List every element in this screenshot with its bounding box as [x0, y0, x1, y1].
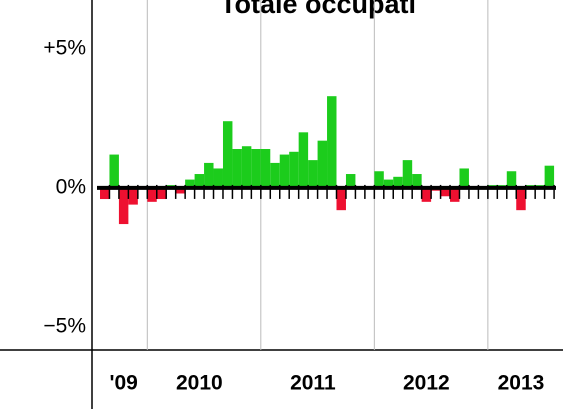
bar	[194, 174, 205, 188]
bar	[128, 187, 138, 205]
bar	[118, 187, 129, 225]
bar	[440, 187, 451, 197]
bar	[336, 187, 346, 211]
bar	[459, 168, 469, 188]
bar	[175, 187, 186, 194]
bar	[213, 168, 223, 188]
bar	[147, 187, 157, 202]
x-tick-label: 2010	[176, 372, 223, 395]
bar	[109, 154, 119, 188]
bar	[232, 149, 242, 188]
x-tick-label: 2013	[498, 372, 545, 395]
y-tick-label: 0%	[56, 175, 86, 198]
bar	[156, 187, 167, 200]
bar	[383, 179, 394, 188]
chart-title: Totale occupati	[220, 0, 416, 19]
bar	[506, 171, 517, 188]
bar	[393, 176, 403, 188]
y-tick-label: +5%	[43, 36, 86, 59]
bar	[345, 174, 356, 188]
bar	[327, 96, 337, 188]
bar	[317, 140, 328, 188]
x-tick-label: 2011	[290, 372, 336, 395]
bar	[421, 187, 432, 202]
bar	[544, 165, 555, 188]
bar	[516, 187, 526, 211]
bar	[450, 187, 460, 202]
bar	[204, 162, 214, 188]
bar	[374, 171, 384, 188]
bar	[260, 149, 271, 188]
bar	[270, 162, 280, 188]
bar	[289, 151, 299, 188]
bar	[241, 146, 252, 188]
bar	[308, 160, 318, 188]
x-tick-label: '09	[109, 372, 137, 395]
bar	[279, 154, 290, 188]
bar	[185, 179, 195, 188]
bar	[251, 149, 261, 188]
bar	[412, 174, 422, 188]
x-tick-label: 2012	[403, 372, 450, 395]
y-tick-label: −5%	[43, 314, 86, 337]
bar	[222, 121, 233, 188]
bar	[402, 160, 413, 188]
bar	[298, 132, 309, 188]
bar	[100, 187, 110, 200]
